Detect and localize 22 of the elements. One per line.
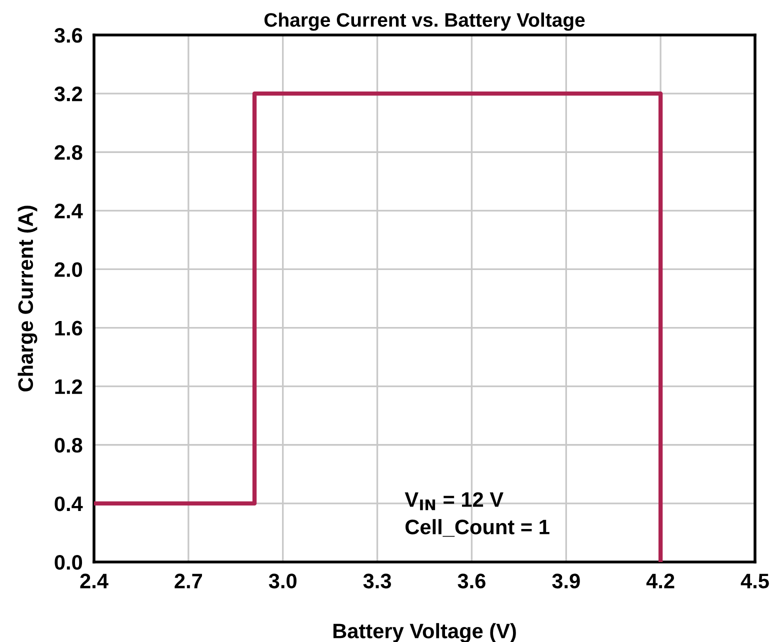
x-tick-label: 2.4 <box>80 574 108 588</box>
x-tick-label: 3.0 <box>268 574 296 588</box>
y-axis-title: Charge Current (A) <box>18 206 38 392</box>
y-tick-label: 0.8 <box>54 438 82 453</box>
x-tick-label: 3.6 <box>458 574 486 588</box>
x-tick-label: 2.7 <box>174 574 202 588</box>
y-tick-label: 0.4 <box>54 496 83 512</box>
y-tick-label: 2.4 <box>54 204 83 218</box>
y-tick-label: 1.2 <box>55 379 82 394</box>
y-tick-label: 2.0 <box>54 262 82 277</box>
annotation: Cell_Count = 1 <box>406 519 550 537</box>
y-tick-label: 3.2 <box>54 86 82 102</box>
y-tick-label: 3.6 <box>54 28 82 43</box>
x-tick-label: 4.2 <box>646 574 674 588</box>
annotation: V$_{IN}$ = 12 V <box>404 492 504 510</box>
y-tick-label: 1.6 <box>55 320 82 336</box>
y-tick-label: 0.0 <box>54 555 82 570</box>
y-tick-label: 2.8 <box>54 145 82 160</box>
x-tick-label: 3.3 <box>363 574 392 588</box>
chart-title: Charge Current vs. Battery Voltage <box>264 12 585 31</box>
x-tick-label: 4.5 <box>740 574 769 588</box>
x-tick-label: 3.9 <box>552 574 580 588</box>
